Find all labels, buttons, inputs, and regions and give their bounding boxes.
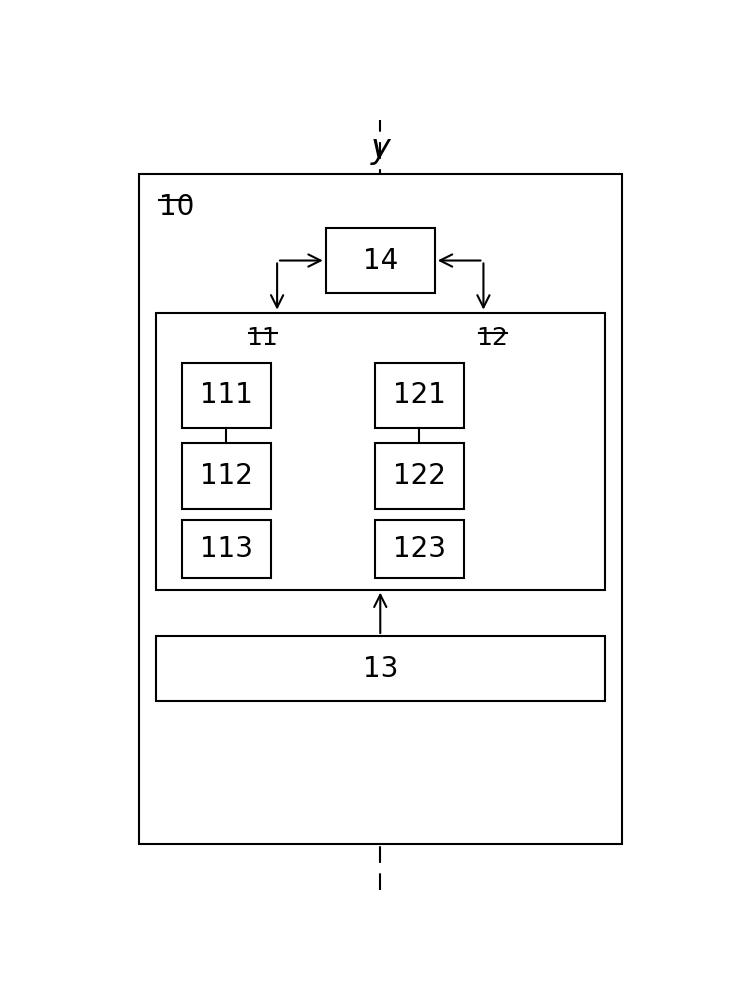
Bar bbox=[375, 443, 464, 509]
Bar bbox=[326, 228, 435, 293]
Text: 10: 10 bbox=[159, 193, 194, 221]
Text: 112: 112 bbox=[200, 462, 253, 490]
Text: 14: 14 bbox=[363, 247, 398, 275]
Bar bbox=[156, 636, 605, 701]
Text: 12: 12 bbox=[476, 326, 508, 350]
Bar bbox=[156, 312, 605, 590]
Text: 111: 111 bbox=[200, 381, 253, 409]
Text: y: y bbox=[370, 132, 390, 165]
Text: 11: 11 bbox=[246, 326, 278, 350]
Bar bbox=[182, 363, 271, 428]
Bar bbox=[375, 520, 464, 578]
Text: 121: 121 bbox=[393, 381, 445, 409]
Bar bbox=[182, 520, 271, 578]
Bar bbox=[139, 174, 622, 844]
Bar bbox=[375, 363, 464, 428]
Text: 13: 13 bbox=[363, 655, 398, 683]
Text: 122: 122 bbox=[393, 462, 445, 490]
Text: 113: 113 bbox=[200, 535, 253, 563]
Bar bbox=[182, 443, 271, 509]
Text: 123: 123 bbox=[393, 535, 446, 563]
